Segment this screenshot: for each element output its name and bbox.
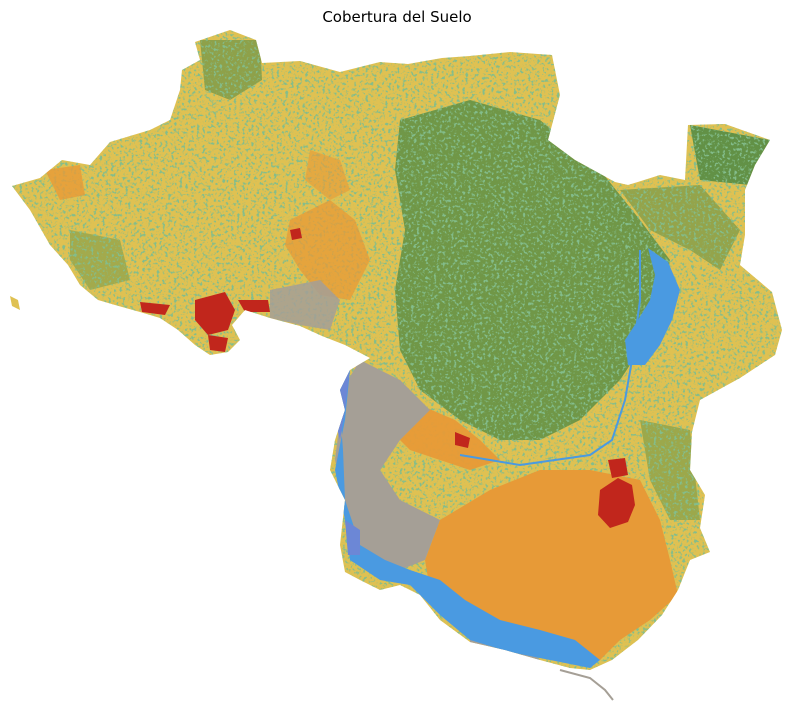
reservoir-water [625, 248, 680, 365]
coastal-water-areas [330, 370, 600, 668]
urban-areas [140, 228, 635, 528]
coastal-spit [559, 669, 614, 701]
map-title: Cobertura del Suelo [322, 8, 472, 26]
river [459, 250, 641, 467]
island-fragment [10, 296, 20, 310]
